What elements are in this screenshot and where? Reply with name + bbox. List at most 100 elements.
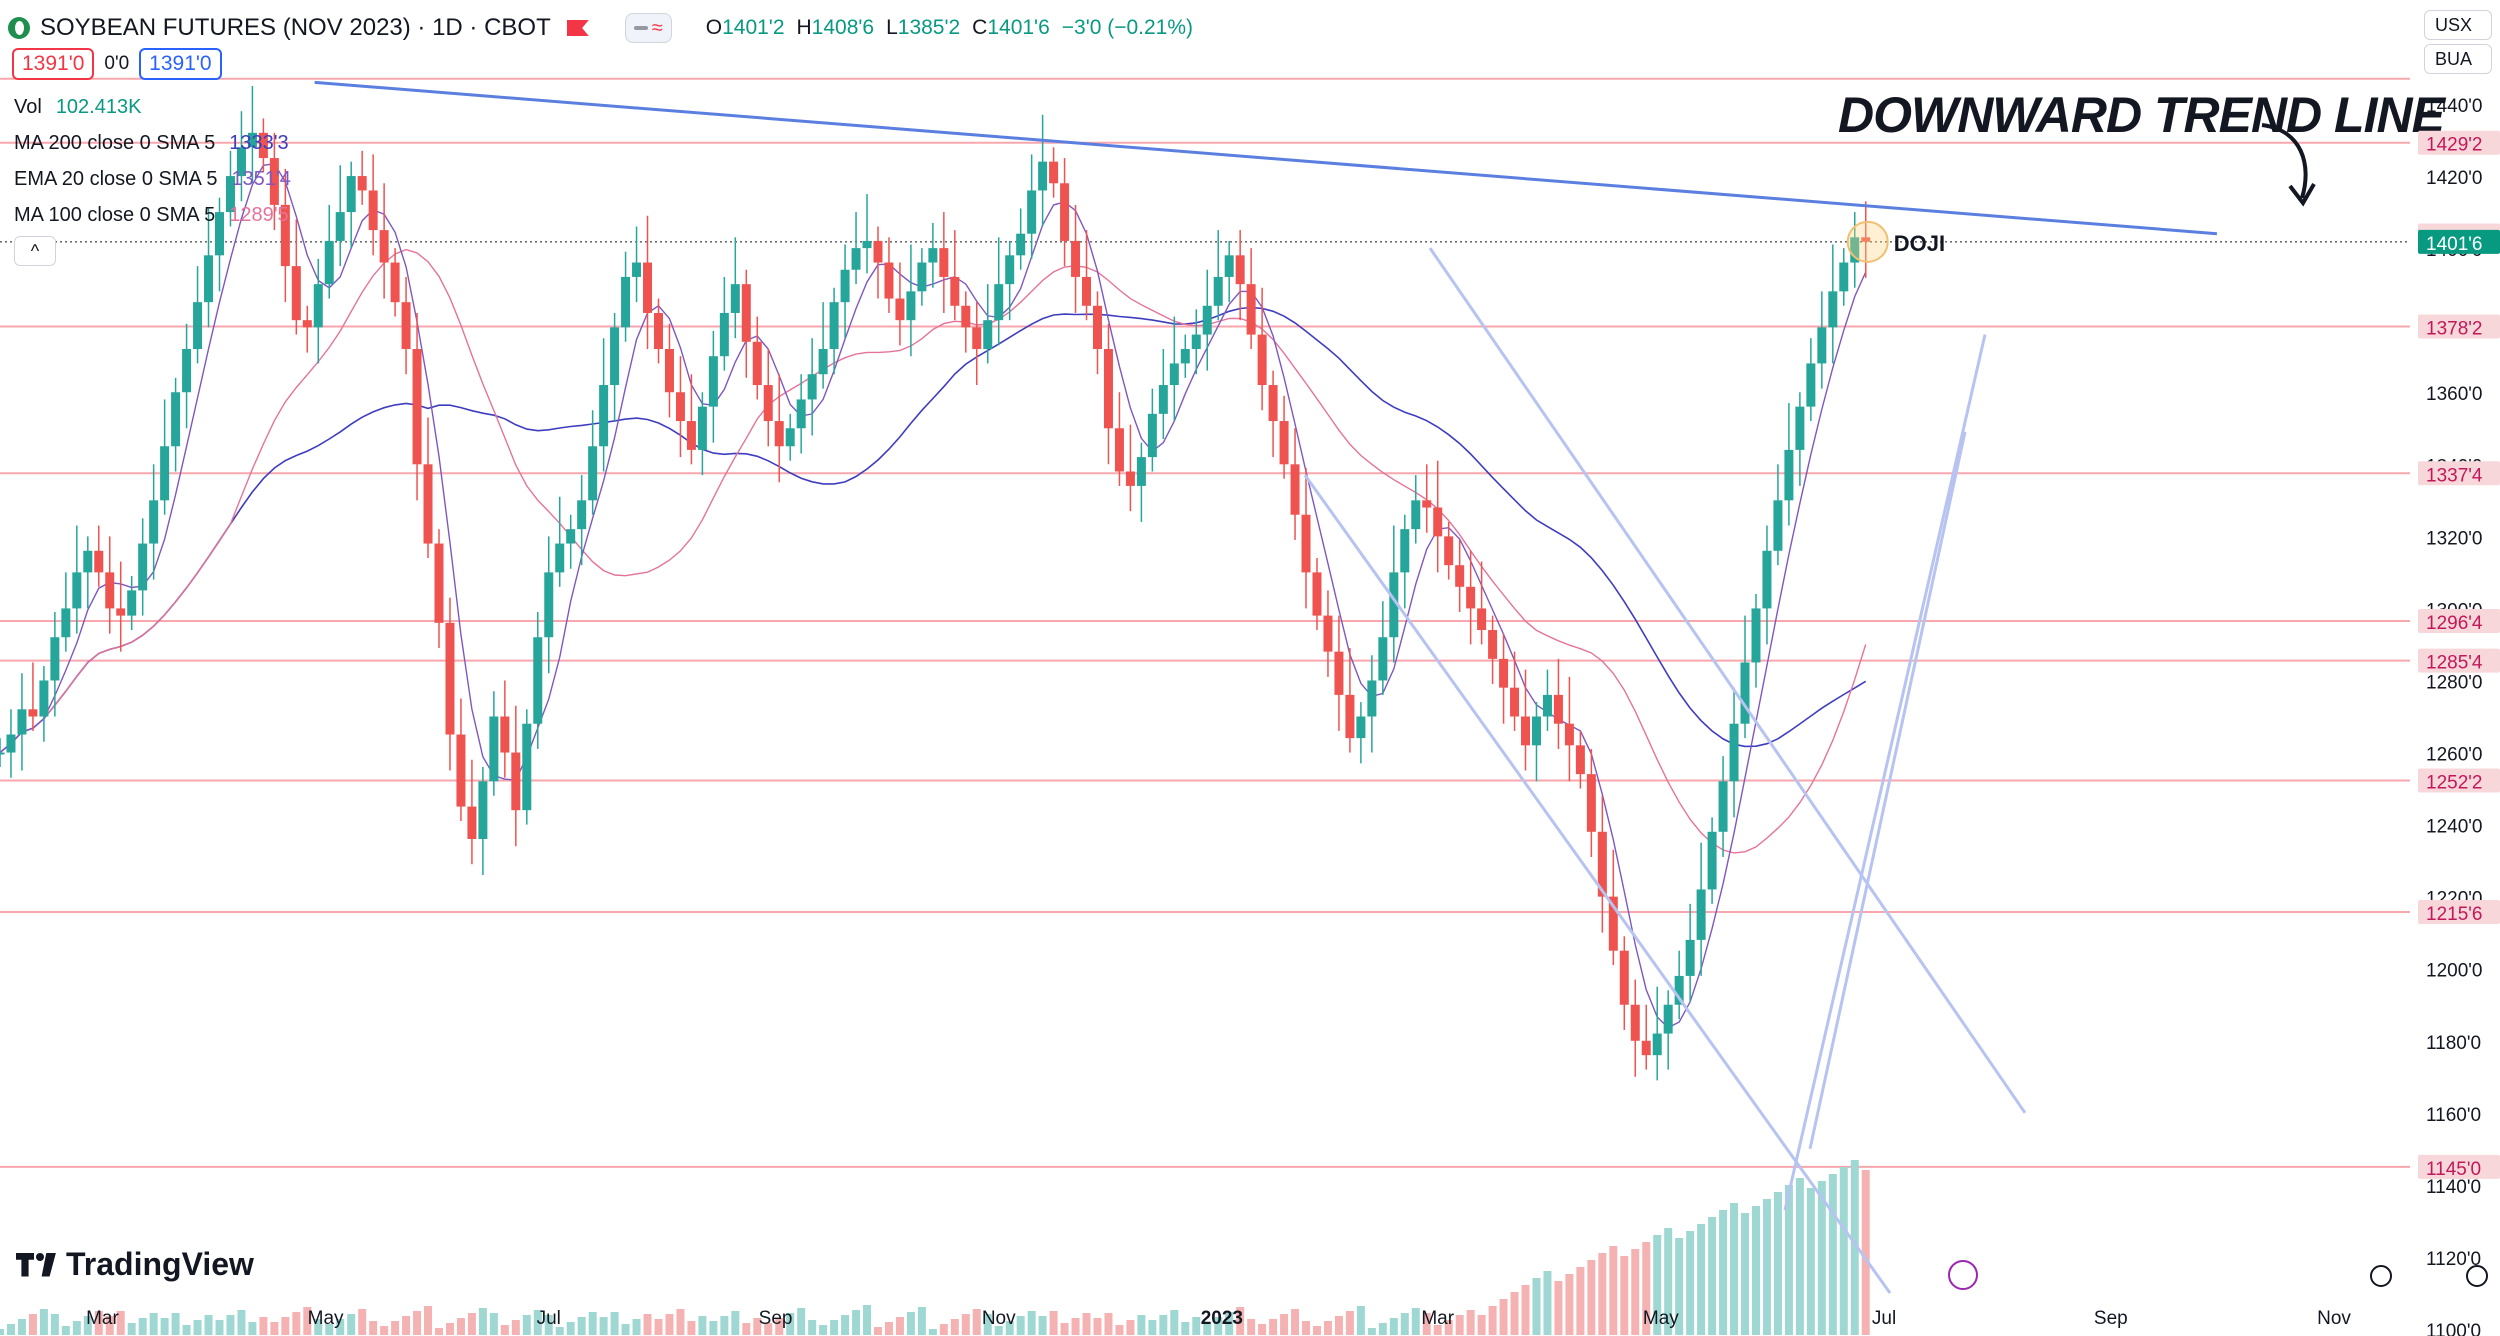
candle-body[interactable] (412, 349, 422, 465)
candle-body[interactable] (566, 529, 576, 544)
candle-body[interactable] (434, 543, 444, 623)
candle-body[interactable] (1213, 276, 1223, 306)
candle-body[interactable] (50, 637, 60, 681)
candle-body[interactable] (1630, 1004, 1640, 1041)
candle-body[interactable] (1619, 950, 1629, 1005)
candle-body[interactable] (105, 572, 115, 609)
candle-body[interactable] (1400, 529, 1410, 573)
candle-body[interactable] (1444, 536, 1454, 566)
candle-body[interactable] (1411, 500, 1421, 530)
candle-body[interactable] (1367, 680, 1377, 717)
candle-body[interactable] (1224, 255, 1234, 277)
candle-body[interactable] (763, 385, 773, 422)
candle-body[interactable] (500, 716, 510, 753)
candle-body[interactable] (423, 464, 433, 544)
candle-body[interactable] (1136, 457, 1146, 486)
rising-trend-line-a[interactable] (1783, 334, 1987, 1211)
flag-icon[interactable] (566, 20, 589, 36)
candle-body[interactable] (884, 262, 894, 299)
candle-body[interactable] (1191, 334, 1201, 349)
candle-body[interactable] (1466, 586, 1476, 609)
candle-body[interactable] (456, 734, 466, 807)
candle-body[interactable] (1323, 615, 1333, 652)
hourglass-icon[interactable] (2370, 1265, 2392, 1287)
candle-body[interactable] (1553, 694, 1563, 724)
candle-body[interactable] (983, 320, 993, 349)
candle-body[interactable] (204, 255, 214, 303)
candle-body[interactable] (774, 421, 784, 447)
candle-body[interactable] (697, 406, 707, 450)
candle-body[interactable] (939, 248, 949, 277)
unit-select[interactable]: BUA (2424, 44, 2492, 74)
channel-upper-line[interactable] (1428, 247, 2027, 1114)
candle-body[interactable] (445, 622, 455, 735)
candle-body[interactable] (1641, 1040, 1651, 1056)
tradingview-logo[interactable]: TradingView (16, 1246, 254, 1283)
candle-body[interactable] (390, 262, 400, 303)
candle-body[interactable] (1092, 305, 1102, 349)
candle-body[interactable] (1729, 723, 1739, 782)
candle-body[interactable] (928, 248, 938, 263)
candle-body[interactable] (225, 176, 235, 213)
candle-body[interactable] (1674, 975, 1684, 1005)
candle-body[interactable] (269, 158, 279, 205)
candle-body[interactable] (1795, 406, 1805, 450)
candle-body[interactable] (511, 752, 521, 811)
candle-body[interactable] (182, 349, 192, 393)
candle-body[interactable] (664, 349, 674, 393)
candle-body[interactable] (1784, 449, 1794, 501)
candle-body[interactable] (1378, 637, 1388, 681)
ma200-line[interactable] (0, 306, 1867, 754)
candle-body[interactable] (1125, 471, 1135, 486)
ma100-line[interactable] (0, 248, 1867, 854)
candle-body[interactable] (324, 240, 334, 285)
candle-body[interactable] (346, 176, 356, 213)
candle-body[interactable] (214, 212, 224, 256)
candle-body[interactable] (1740, 662, 1750, 724)
candle-body[interactable] (544, 572, 554, 638)
candle-body[interactable] (478, 781, 488, 839)
candle-body[interactable] (39, 680, 49, 717)
candle-body[interactable] (247, 132, 257, 148)
candle-body[interactable] (0, 752, 5, 755)
candle-body[interactable] (840, 269, 850, 303)
candle-body[interactable] (730, 284, 740, 313)
candle-body[interactable] (632, 262, 642, 277)
candle-body[interactable] (818, 349, 828, 375)
candle-body[interactable] (1542, 694, 1552, 717)
candle-body[interactable] (1158, 385, 1168, 414)
candle-body[interactable] (1433, 507, 1443, 537)
candle-body[interactable] (258, 132, 268, 159)
candle-body[interactable] (171, 392, 181, 447)
ema20-line[interactable] (0, 163, 1867, 1029)
candle-body[interactable] (643, 262, 653, 313)
downward-trend-line[interactable] (314, 80, 2218, 236)
candle-body[interactable] (1510, 687, 1520, 717)
candle-body[interactable] (1488, 630, 1498, 659)
candle-body[interactable] (1586, 774, 1596, 832)
candle-body[interactable] (1652, 1033, 1662, 1056)
candle-body[interactable] (719, 312, 729, 357)
candle-body[interactable] (1806, 363, 1816, 407)
candle-body[interactable] (653, 312, 663, 349)
candle-body[interactable] (1334, 651, 1344, 695)
candle-body[interactable] (94, 550, 104, 573)
candle-body[interactable] (1071, 240, 1081, 277)
candle-body[interactable] (1685, 939, 1695, 976)
buy-button[interactable]: 1391'0 (139, 48, 222, 80)
legend-ema20[interactable]: EMA 20 close 0 SMA 5 1351'4 (14, 168, 291, 191)
candle-body[interactable] (752, 341, 762, 386)
candle-body[interactable] (291, 266, 301, 321)
candle-body[interactable] (357, 176, 367, 191)
indicator-toggle-pill[interactable]: ≈ (624, 13, 672, 43)
sell-button[interactable]: 1391'0 (12, 48, 95, 80)
candle-body[interactable] (917, 262, 927, 292)
candle-body[interactable] (1356, 716, 1366, 739)
candle-body[interactable] (610, 327, 620, 386)
candle-body[interactable] (1718, 781, 1728, 832)
candle-body[interactable] (1531, 716, 1541, 746)
candle-body[interactable] (1608, 896, 1618, 951)
candle-body[interactable] (1455, 565, 1465, 587)
candle-body[interactable] (1147, 413, 1157, 458)
candle-body[interactable] (1038, 161, 1048, 191)
